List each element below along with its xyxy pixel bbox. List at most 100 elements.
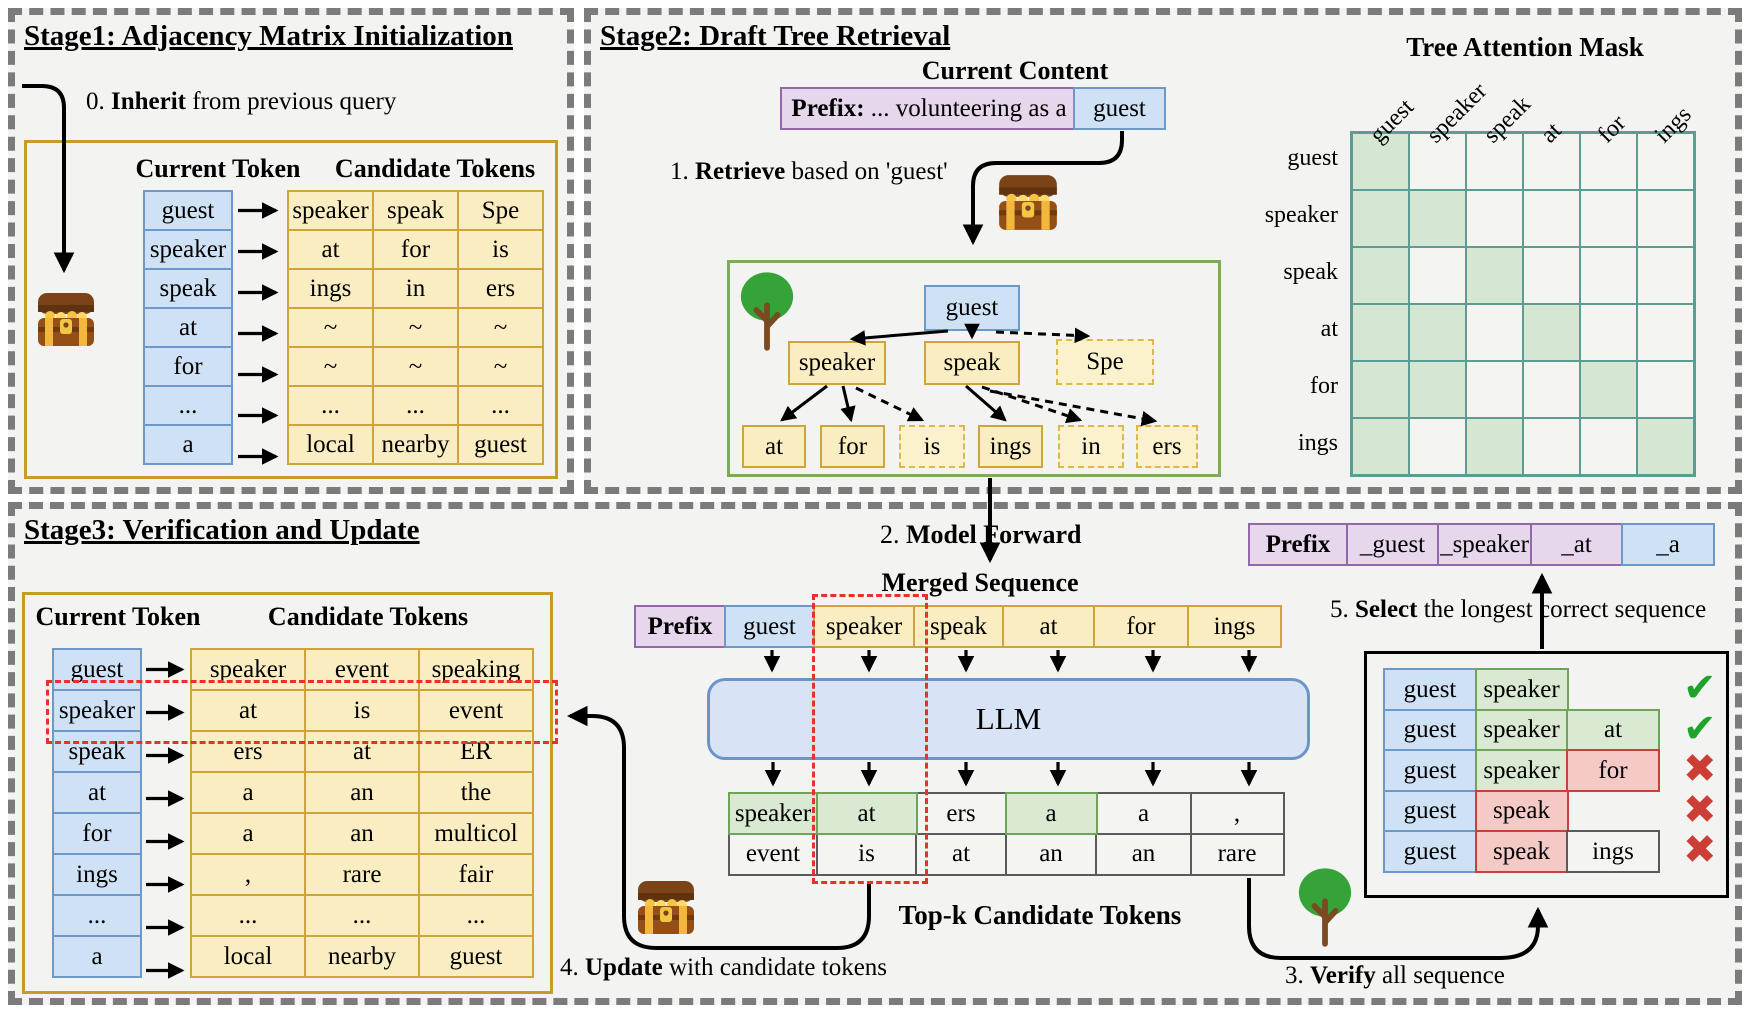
stage1-current-token-header: Current Token	[135, 154, 301, 183]
candidate-cell: guest	[418, 935, 534, 978]
candidate-cell: a	[190, 771, 306, 814]
topk-cell: an	[1095, 832, 1192, 876]
mask-cell-on	[1466, 247, 1523, 304]
stage2-prefix-token: guest	[1073, 87, 1166, 130]
candidate-row: ers at ER	[190, 730, 534, 773]
tree-node-speaker: speaker	[788, 341, 886, 385]
candidate-cell: event	[304, 648, 420, 691]
candidate-cell: rare	[304, 853, 420, 896]
seq-token: guest	[723, 605, 816, 648]
candidate-row: speaker event speaking	[190, 648, 534, 691]
draft-tree-box	[727, 260, 1221, 477]
stage3-matrix-box	[22, 592, 553, 994]
candidate-cell: ~	[287, 346, 374, 387]
candidate-row: local nearby guest	[190, 935, 534, 978]
mask-cell-off	[1523, 247, 1580, 304]
topk-candidate-grid: speaker at ers a a, event is at an an rare	[728, 792, 1285, 876]
candidate-cell: fair	[418, 853, 534, 896]
candidate-cell: for	[372, 229, 459, 270]
tree-node-speak: speak	[924, 341, 1020, 385]
candidate-cell: ...	[457, 385, 544, 426]
topk-cell: an	[1004, 832, 1098, 876]
tree-node-root: guest	[924, 285, 1020, 331]
topk-cell-accepted: a	[1004, 792, 1098, 835]
candidate-cell: speak	[372, 190, 459, 231]
result-token: _guest	[1345, 523, 1440, 566]
verification-row: guest speak ings ✖	[1383, 827, 1726, 873]
verification-cell: speak	[1474, 830, 1569, 873]
stage3-step3-label: 3. Verify all sequence	[1285, 962, 1505, 989]
verification-cell: guest	[1383, 830, 1477, 873]
candidate-cell: ,	[190, 853, 306, 896]
candidate-cell: ...	[304, 894, 420, 937]
mask-cell-off	[1637, 247, 1694, 304]
mask-cell-on	[1409, 190, 1466, 247]
mask-cell-on	[1409, 304, 1466, 361]
verification-table: guest speaker ✔ guest speaker at ✔ guest speaker…	[1364, 651, 1729, 898]
mask-cell-off	[1580, 190, 1637, 247]
topk-cell: is	[815, 832, 918, 876]
mask-row-label: for	[1310, 373, 1338, 399]
tree-icon	[740, 272, 794, 351]
verification-row: guest speaker for ✖	[1383, 746, 1726, 792]
mask-cell-on	[1409, 361, 1466, 418]
candidate-cell: ers	[457, 268, 544, 309]
candidate-cell: speaker	[287, 190, 374, 231]
mask-cell-on	[1352, 247, 1409, 304]
topk-cell: at	[915, 832, 1007, 876]
mask-cell-off	[1580, 418, 1637, 475]
mask-cell-off	[1466, 190, 1523, 247]
mask-cell-on	[1580, 361, 1637, 418]
candidate-row: speaker speak Spe	[287, 190, 544, 231]
current-token-cell: guest	[143, 190, 233, 231]
current-token-cell: speaker	[143, 229, 233, 270]
topk-row: event is at an an rare	[728, 832, 1285, 876]
verification-cell: guest	[1383, 668, 1477, 711]
candidate-cell: is	[457, 229, 544, 270]
mask-cell-on	[1352, 361, 1409, 418]
mask-cell-off	[1580, 133, 1637, 190]
mask-row-label: at	[1320, 316, 1338, 342]
candidate-cell: an	[304, 771, 420, 814]
candidate-row: ings in ers	[287, 268, 544, 309]
verification-cell: guest	[1383, 749, 1477, 792]
candidate-cell: a	[190, 812, 306, 855]
candidate-cell: guest	[457, 424, 544, 465]
stage3-current-token-header: Current Token	[35, 602, 201, 631]
candidate-cell: is	[304, 689, 420, 732]
cross-icon: ✖	[1683, 746, 1717, 792]
topk-cell: a	[1095, 792, 1192, 835]
tree-attention-mask-grid	[1350, 131, 1696, 477]
candidate-cell: ER	[418, 730, 534, 773]
stage3-step4-label: 4. Update with candidate tokens	[560, 954, 888, 981]
mask-cell-off	[1409, 133, 1466, 190]
candidate-cell: event	[418, 689, 534, 732]
candidate-cell: ~	[457, 307, 544, 348]
current-token-cell: speak	[52, 730, 142, 773]
candidate-cell: multicol	[418, 812, 534, 855]
stage3-candidate-grid: speaker event speaking at is event ers at ER a an t…	[190, 648, 534, 978]
mask-cell-off	[1409, 418, 1466, 475]
candidate-cell: local	[287, 424, 374, 465]
mask-cell-off	[1466, 361, 1523, 418]
stage2-step1-label: 1. Retrieve based on 'guest'	[670, 158, 948, 185]
stage1-candidate-grid: speaker speak Spe at for is ings in ers ~ ~ ~ ~ ~ ~...…	[287, 190, 544, 465]
merged-sequence-row: Prefix guest speaker speak at for ings	[634, 605, 1282, 648]
stage1-matrix-box	[24, 140, 558, 479]
mask-row-label: ings	[1297, 430, 1338, 456]
mask-cell-on	[1523, 304, 1580, 361]
candidate-row: local nearby guest	[287, 424, 544, 465]
check-icon: ✔	[1683, 705, 1717, 752]
topk-cell: rare	[1189, 832, 1285, 876]
verification-cell: speaker	[1474, 668, 1569, 711]
current-token-cell: ...	[143, 385, 233, 426]
verification-row: guest speaker at ✔	[1383, 705, 1726, 752]
tree-node-for: for	[820, 425, 885, 468]
tree-attention-mask-title: Tree Attention Mask	[1406, 32, 1644, 62]
current-token-cell: at	[143, 307, 233, 348]
seq-token: Prefix	[634, 605, 726, 648]
current-token-cell: for	[52, 812, 142, 855]
candidate-cell: at	[190, 689, 306, 732]
current-token-cell: a	[143, 424, 233, 465]
